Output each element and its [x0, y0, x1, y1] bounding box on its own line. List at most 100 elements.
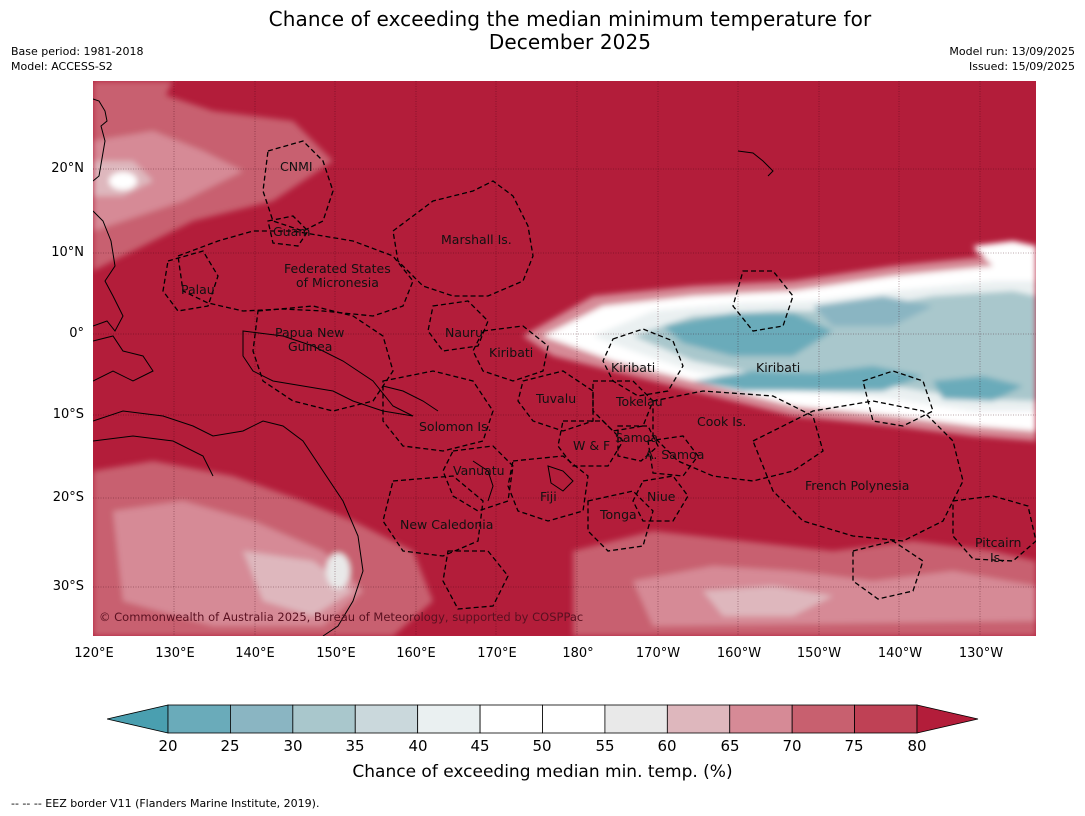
label-niue: Niue	[647, 489, 676, 504]
colorbar-segment	[230, 704, 294, 734]
eez-kiribati-line	[732, 270, 794, 332]
colorbar-tick-20: 20	[158, 737, 178, 755]
label-cnmi: CNMI	[280, 159, 313, 174]
map-panel: CNMI Guam Marshall Is. Federated States …	[93, 81, 1036, 636]
eez-fiji	[507, 455, 589, 522]
eez-tokelau	[592, 380, 654, 432]
meta-left: Base period: 1981-2018 Model: ACCESS-S2	[11, 44, 143, 74]
lon-tick-150w: 150°W	[796, 646, 842, 661]
colorbar-tick-60: 60	[657, 737, 677, 755]
label-fiji: Fiji	[540, 489, 557, 504]
lon-tick-130w: 130°W	[958, 646, 1004, 661]
lat-tick-10s: 10°S	[52, 407, 84, 422]
title-line-2: December 2025	[488, 30, 652, 54]
australia-north-coast	[93, 435, 214, 477]
solomon-coast	[382, 385, 439, 412]
lon-tick-130e: 130°E	[155, 646, 195, 661]
eez-tuvalu	[517, 370, 594, 432]
eez-norfolk	[442, 550, 509, 610]
lon-tick-160w: 160°W	[716, 646, 762, 661]
eez-niue	[632, 475, 689, 522]
label-nauru: Nauru	[445, 325, 483, 340]
model-name: Model: ACCESS-S2	[11, 60, 113, 73]
lat-tick-10n: 10°N	[51, 245, 84, 260]
eez-austral	[852, 540, 924, 600]
eez-cnmi	[262, 140, 334, 232]
colorbar-tick-70: 70	[782, 737, 802, 755]
label-png-line2: Guinea	[288, 339, 332, 354]
label-new-caledonia: New Caledonia	[400, 517, 493, 532]
colorbar-segment	[542, 704, 606, 734]
colorbar-tick-30: 30	[283, 737, 303, 755]
colorbar	[106, 704, 979, 736]
chart-title: Chance of exceeding the median minimum t…	[0, 8, 1085, 54]
lon-tick-170e: 170°E	[477, 646, 517, 661]
title-line-1: Chance of exceeding the median minimum t…	[268, 7, 872, 31]
label-cook: Cook Is.	[697, 414, 746, 429]
label-american-samoa: A. Samoa	[645, 447, 704, 462]
philippines-coast	[93, 210, 124, 332]
label-fsm-line2: of Micronesia	[296, 275, 379, 290]
eez-wf	[557, 420, 624, 467]
label-tonga: Tonga	[599, 507, 637, 522]
eez-png	[252, 305, 394, 412]
colorbar-segment	[604, 704, 668, 734]
colorbar-tick-50: 50	[532, 737, 552, 755]
eez-palau	[162, 250, 219, 312]
colorbar-tick-65: 65	[720, 737, 740, 755]
eez-pitcairn	[952, 495, 1036, 562]
colorbar-segment	[292, 704, 356, 734]
eez-new-caledonia	[382, 475, 484, 557]
label-solomon: Solomon Is.	[419, 419, 492, 434]
fiji-coast	[547, 465, 574, 492]
lon-tick-160e: 160°E	[396, 646, 436, 661]
lat-tick-20s: 20°S	[52, 490, 84, 505]
label-kiribati-west: Kiribati	[489, 345, 533, 360]
indonesia-coast	[93, 335, 154, 382]
colorbar-tick-40: 40	[408, 737, 428, 755]
colorbar-segment	[417, 704, 481, 734]
graticule	[93, 81, 1036, 636]
lon-tick-140w: 140°W	[877, 646, 923, 661]
colorbar-segment	[729, 704, 793, 734]
lon-tick-140e: 140°E	[235, 646, 275, 661]
label-fsm-line1: Federated States	[284, 261, 391, 276]
colorbar-segment	[479, 704, 543, 734]
colorbar-segment	[854, 704, 918, 734]
region-labels: CNMI Guam Marshall Is. Federated States …	[181, 159, 1021, 565]
australia-coast	[93, 410, 364, 636]
lat-tick-30s: 30°S	[52, 579, 84, 594]
lat-tick-0: 0°	[69, 326, 84, 341]
colorbar-tick-80: 80	[907, 737, 927, 755]
colorbar-extend-low	[106, 704, 169, 734]
label-guam: Guam	[273, 224, 310, 239]
equatorial-cold-tongue	[523, 241, 1036, 441]
colorbar-segment	[167, 704, 231, 734]
label-palau: Palau	[181, 282, 215, 297]
base-period: Base period: 1981-2018	[11, 45, 144, 58]
label-samoa: Samoa	[615, 430, 658, 445]
model-run: Model run: 13/09/2025	[949, 45, 1075, 58]
colorbar-extend-high	[916, 704, 979, 734]
colorbar-label: Chance of exceeding median min. temp. (%…	[352, 762, 733, 782]
label-kiribati-central: Kiribati	[611, 360, 655, 375]
south-anomaly-patch	[93, 461, 1036, 636]
issued-date: Issued: 15/09/2025	[968, 60, 1075, 73]
footnote-eez: -- -- -- EEZ border V11 (Flanders Marine…	[11, 797, 320, 810]
label-wf: W & F	[573, 438, 610, 453]
lon-tick-170w: 170°W	[635, 646, 681, 661]
label-marshall: Marshall Is.	[441, 232, 512, 247]
eez-samoa	[617, 425, 659, 462]
asia-coast	[93, 98, 108, 182]
colorbar-tick-25: 25	[220, 737, 240, 755]
colorbar-segment	[666, 704, 731, 734]
colorbar-segment	[354, 704, 419, 734]
label-pitcairn-line1: Pitcairn	[975, 535, 1021, 550]
eez-american-samoa	[647, 435, 699, 477]
lat-tick-20n: 20°N	[51, 161, 84, 176]
vanuatu-coast	[472, 460, 494, 502]
meta-right: Model run: 13/09/2025 Issued: 15/09/2025	[949, 44, 1075, 74]
eez-marshall	[392, 180, 534, 297]
colorbar-tick-75: 75	[844, 737, 864, 755]
colorbar-tick-55: 55	[595, 737, 615, 755]
